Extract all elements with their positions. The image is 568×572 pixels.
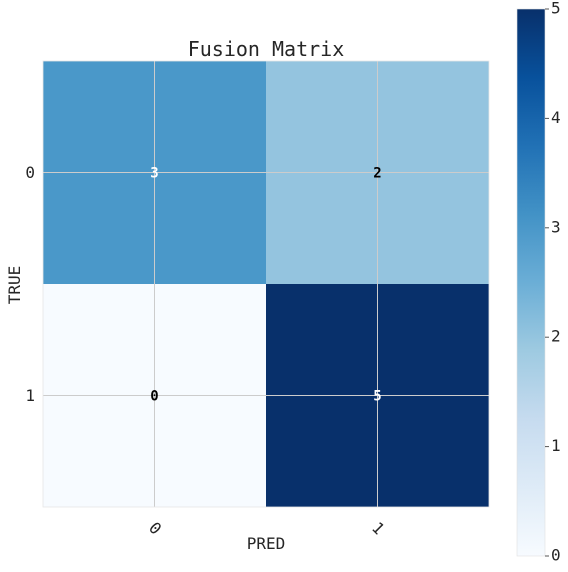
heatmap-gridlines [42, 60, 490, 508]
colorbar [516, 8, 546, 557]
heatmap-cell-value: 5 [373, 389, 381, 405]
heatmap-cell-value: 0 [150, 389, 158, 405]
y-tick-label: 1 [25, 386, 35, 405]
x-axis-label: PRED [247, 534, 286, 553]
x-tick-label: 1 [368, 518, 388, 538]
y-axis-label: TRUE [5, 266, 24, 305]
colorbar-tick-label: 2 [551, 327, 561, 346]
plot-frame [42, 60, 490, 508]
colorbar-tick-label: 5 [551, 0, 561, 18]
colorbar-ticks: 0 1 2 3 4 5 [545, 0, 561, 565]
colorbar-tick-label: 4 [551, 108, 561, 127]
y-tick-label: 0 [25, 163, 35, 182]
colorbar-tick-label: 3 [551, 217, 561, 236]
x-tick-label: 0 [145, 518, 165, 538]
chart-title: Fusion Matrix [188, 37, 345, 61]
colorbar-tick-label: 0 [551, 546, 561, 565]
heatmap-cells [43, 61, 489, 507]
y-axis-ticks: 01 [25, 163, 35, 405]
heatmap-cell-labels: 3 2 0 5 [150, 166, 381, 405]
colorbar-tick-label: 1 [551, 436, 561, 455]
heatmap-cell-value: 2 [373, 166, 381, 182]
heatmap-cell-value: 3 [150, 166, 158, 182]
